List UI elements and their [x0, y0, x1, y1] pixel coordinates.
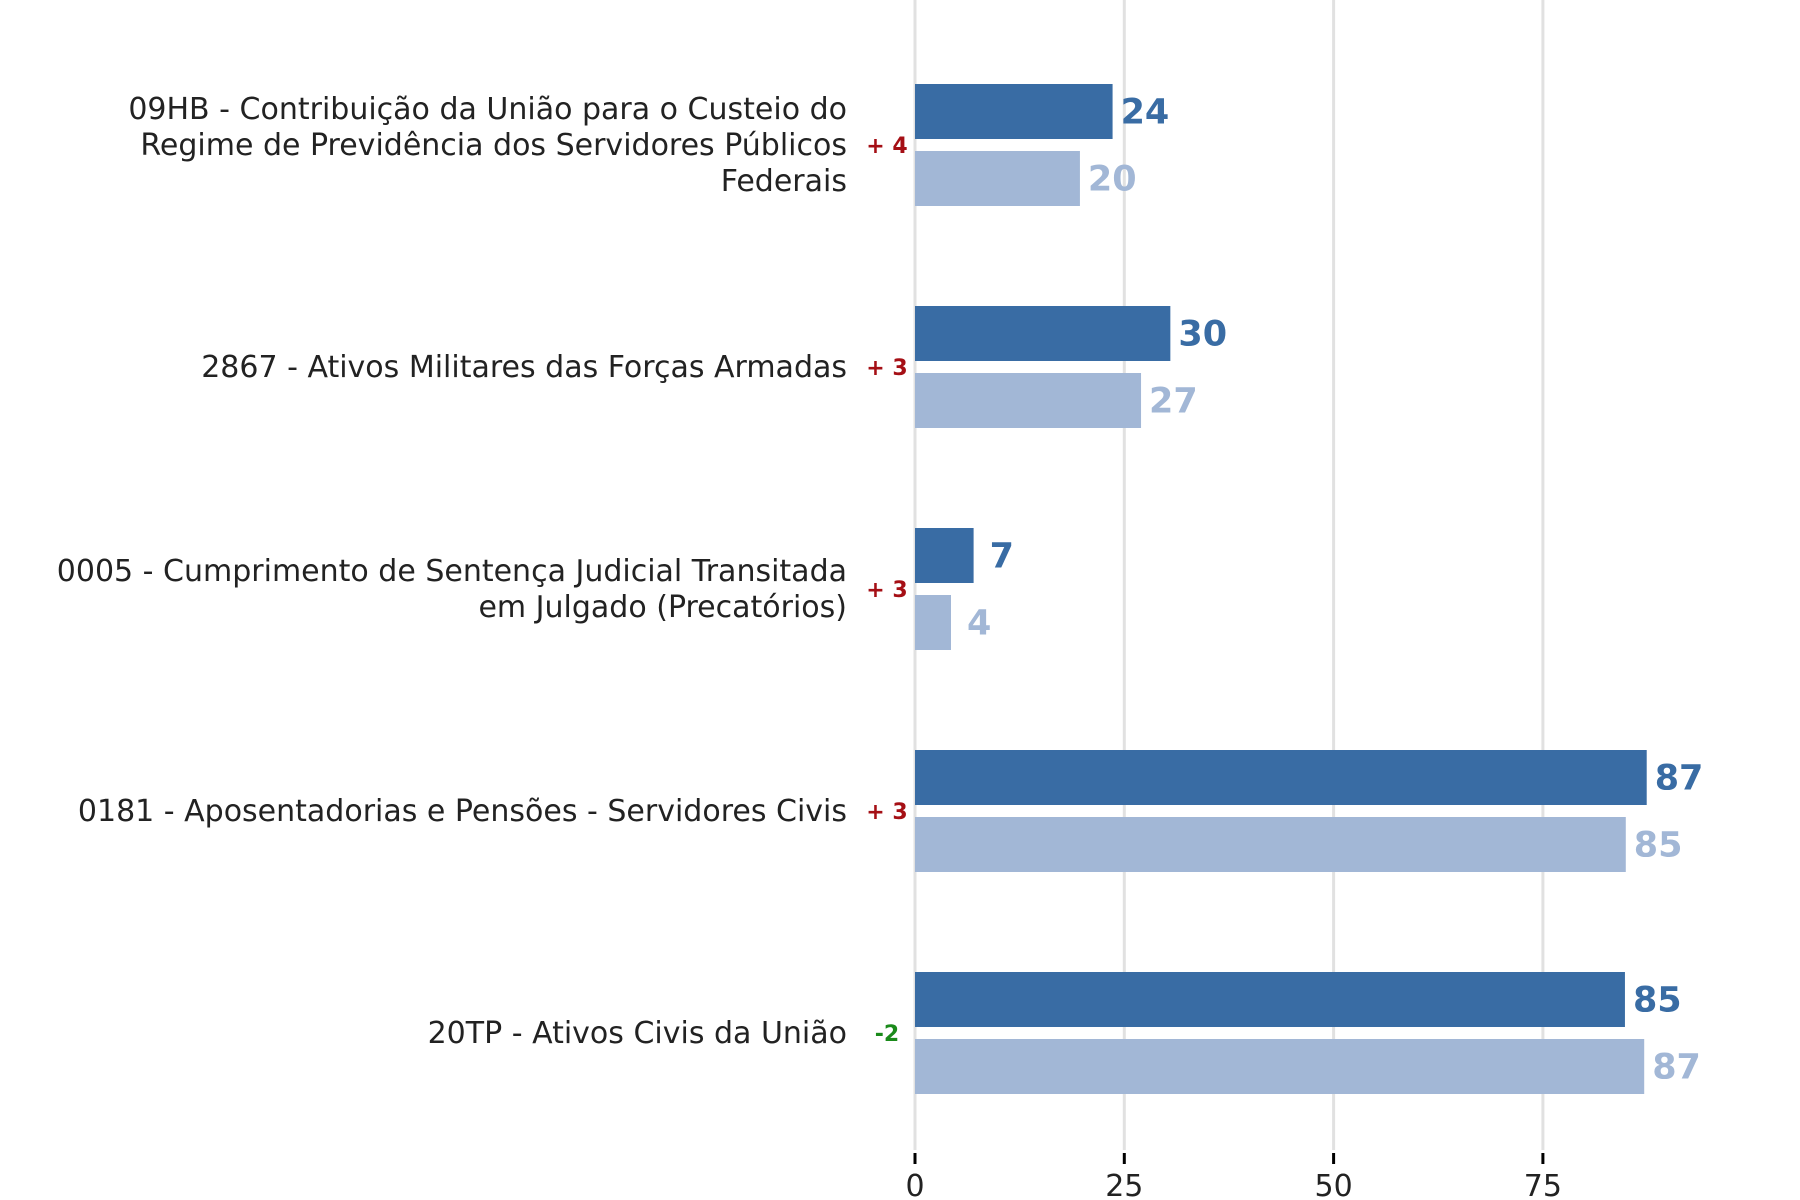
bar-series1-2	[915, 528, 974, 583]
bar-series1-0	[915, 84, 1113, 139]
value-label-series2-2: 4	[967, 604, 991, 644]
category-label-3-line-0: 0181 - Aposentadorias e Pensões - Servid…	[78, 794, 847, 829]
bar-series2-1	[915, 373, 1142, 428]
value-label-series1-2: 7	[990, 537, 1014, 577]
x-tick-label-0: 0	[905, 1169, 924, 1200]
x-axis: 0 25 50 75	[905, 1153, 1562, 1200]
value-label-series1-3: 87	[1655, 759, 1704, 799]
bar-series2-2	[915, 595, 951, 650]
bar-series1-1	[915, 306, 1171, 361]
value-label-series2-3: 85	[1634, 826, 1683, 866]
value-label-series1-1: 30	[1178, 315, 1227, 355]
bar-series1-4	[915, 972, 1625, 1027]
bar-series2-3	[915, 817, 1626, 872]
delta-label-3: + 3	[866, 800, 907, 825]
value-label-series1-4: 85	[1633, 981, 1682, 1021]
value-label-series2-1: 27	[1149, 382, 1198, 422]
bar-series2-4	[915, 1039, 1645, 1094]
category-label-0-line-2: Federais	[721, 164, 847, 199]
category-label-1-line-0: 2867 - Ativos Militares das Forças Armad…	[201, 350, 847, 385]
x-tick-label-2: 50	[1315, 1169, 1353, 1200]
value-label-series2-0: 20	[1088, 160, 1137, 200]
labels: 24 30 7 87 85 20 27 4 85 87 09HB - Contribuição da…	[57, 92, 1704, 1088]
delta-label-2: + 3	[866, 578, 907, 603]
bar-series2-0	[915, 151, 1080, 206]
value-label-series2-4: 87	[1652, 1048, 1701, 1088]
value-label-series1-0: 24	[1121, 93, 1170, 133]
bars	[915, 84, 1647, 1094]
bar-series1-3	[915, 750, 1647, 805]
category-label-4-line-0: 20TP - Ativos Civis da União	[428, 1016, 847, 1051]
x-tick-label-3: 75	[1524, 1169, 1562, 1200]
category-label-2-line-1: em Julgado (Precatórios)	[478, 590, 847, 625]
category-label-0-line-1: Regime de Previdência dos Servidores Púb…	[140, 128, 847, 163]
x-tick-label-1: 25	[1105, 1169, 1143, 1200]
category-label-2-line-0: 0005 - Cumprimento de Sentença Judicial …	[57, 554, 847, 589]
delta-label-1: + 3	[866, 356, 907, 381]
delta-label-4: -2	[875, 1022, 899, 1047]
category-label-0-line-0: 09HB - Contribuição da União para o Cust…	[128, 92, 847, 127]
delta-label-0: + 4	[866, 134, 907, 159]
